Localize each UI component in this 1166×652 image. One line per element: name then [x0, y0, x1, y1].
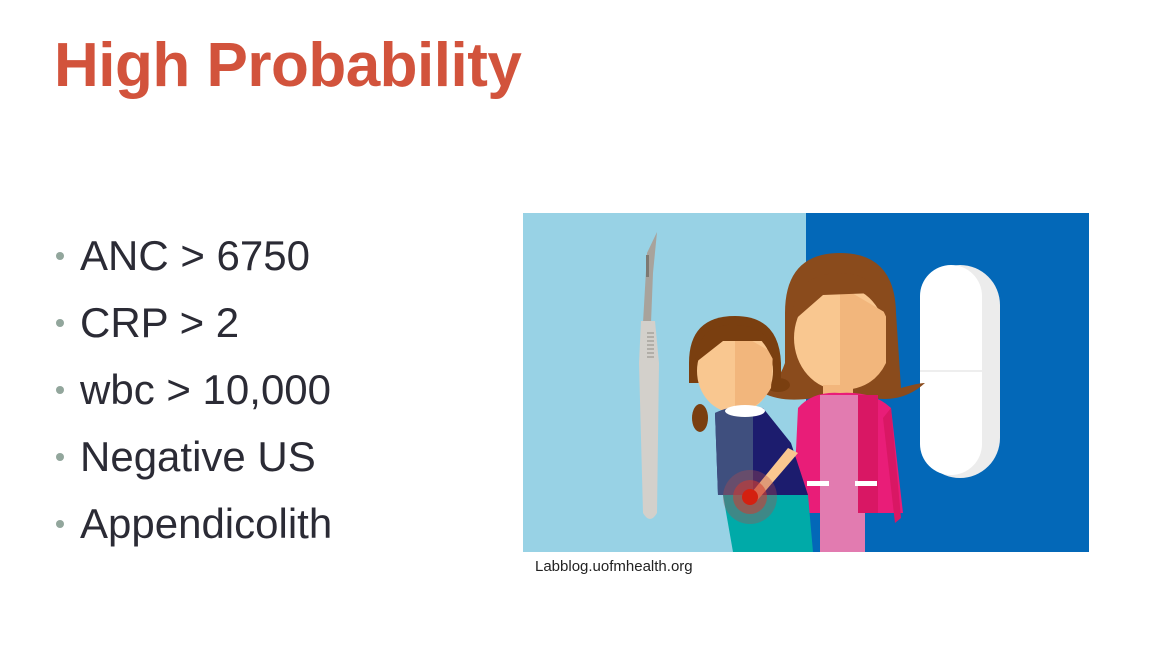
bullet-text: CRP > 2: [80, 298, 240, 346]
image-caption: Labblog.uofmhealth.org: [535, 558, 693, 575]
bullet-text: Negative US: [80, 432, 316, 480]
mother-figure: [763, 253, 925, 552]
scalpel-icon: [639, 232, 659, 519]
slide-title: High Probability: [54, 31, 522, 100]
bullet-item: Appendicolith: [54, 490, 332, 557]
bullet-dot-icon: [56, 452, 64, 461]
bullet-dot-icon: [56, 318, 64, 327]
girl-figure: [689, 316, 813, 552]
bullet-item: Negative US: [54, 423, 332, 490]
bullet-list: ANC > 6750 CRP > 2 wbc > 10,000 Negative…: [54, 222, 332, 557]
bullet-dot-icon: [56, 251, 64, 260]
bullet-text: wbc > 10,000: [80, 365, 332, 413]
bullet-text: ANC > 6750: [80, 231, 310, 279]
bullet-dot-icon: [56, 385, 64, 394]
bullet-dot-icon: [56, 519, 64, 528]
bullet-item: wbc > 10,000: [54, 356, 332, 423]
bullet-text: Appendicolith: [80, 499, 333, 547]
pill-icon: [920, 265, 1000, 478]
illustration-mother-child-appendicitis: [523, 213, 1089, 552]
bullet-item: ANC > 6750: [54, 222, 332, 289]
bullet-item: CRP > 2: [54, 289, 332, 356]
